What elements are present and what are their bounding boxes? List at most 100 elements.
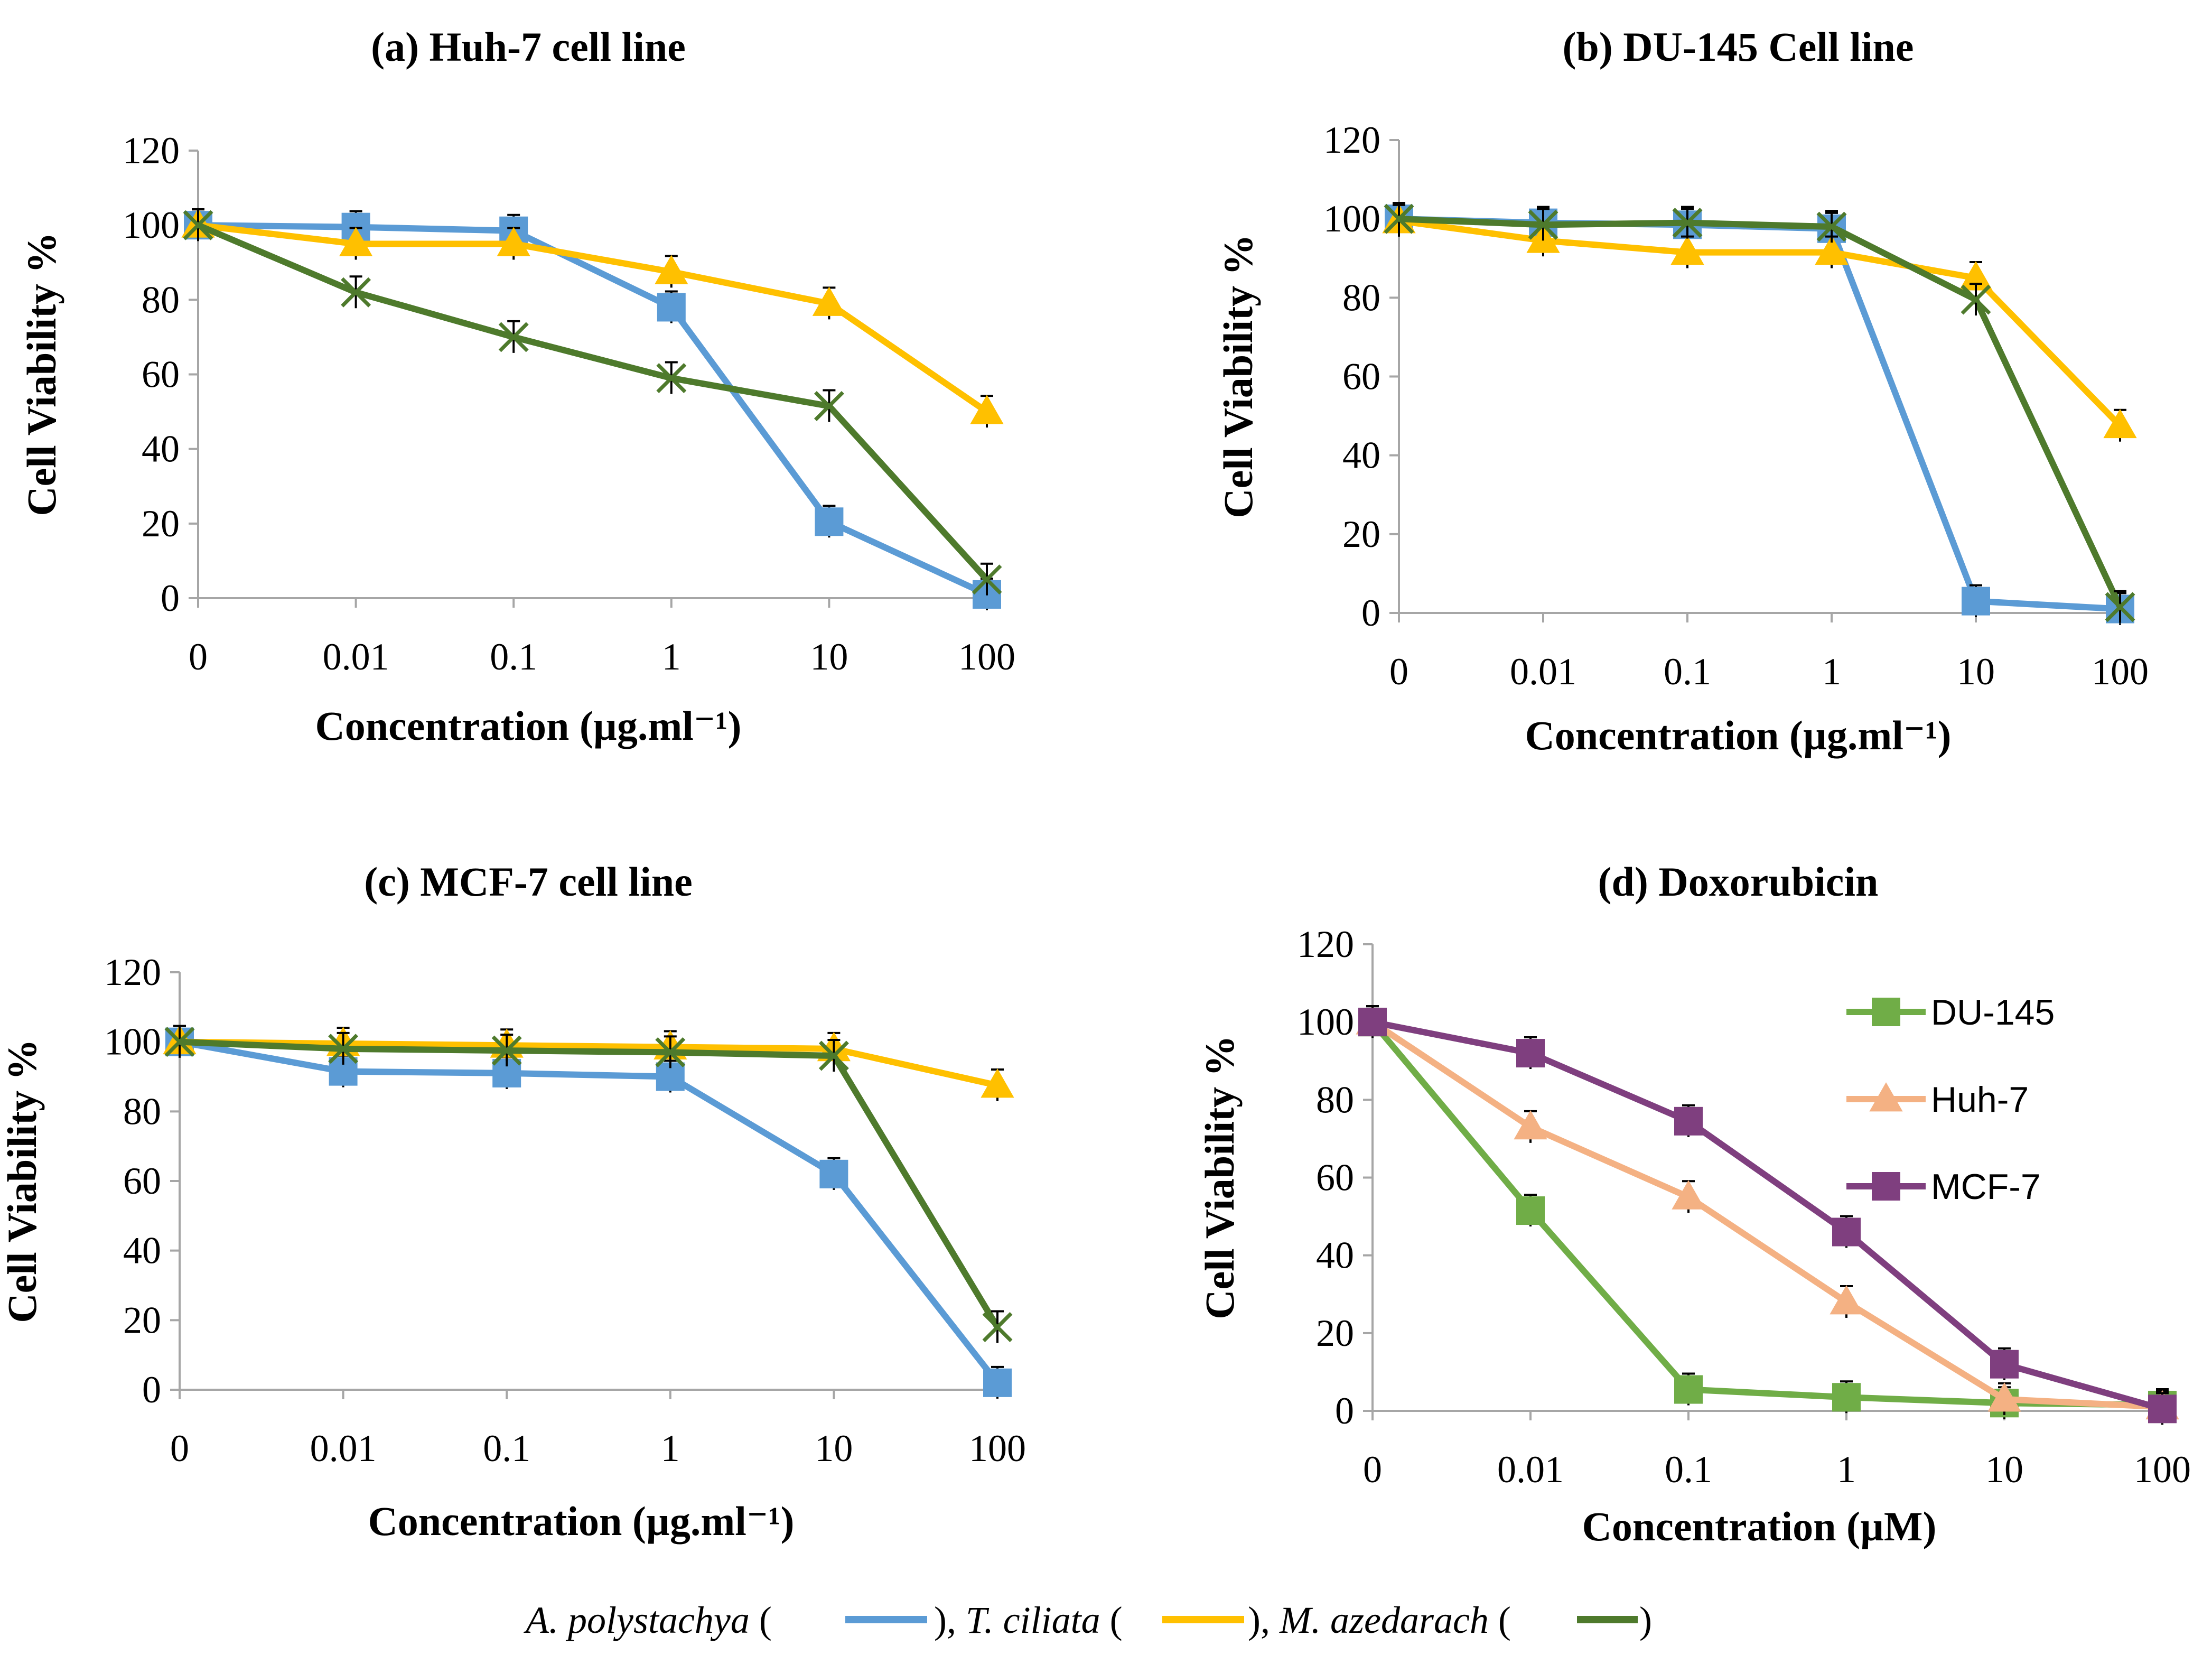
- series-t-ciliata: [181, 208, 1004, 428]
- series-m-azedarach: [183, 208, 1002, 596]
- series-line: [1398, 217, 2123, 428]
- chart-panel-1: (a) Huh-7 cell line 0 20 40 60 80 100 120 0 0.01 0…: [18, 24, 1015, 749]
- y-tick-label: 20: [123, 1299, 161, 1341]
- y-tick-label: 40: [1316, 1234, 1354, 1277]
- y-tick-label: 80: [1316, 1078, 1354, 1121]
- chart-title: (b) DU-145 Cell line: [1562, 24, 1914, 70]
- y-tick-label: 40: [1342, 434, 1380, 477]
- y-tick-label: 60: [142, 354, 180, 396]
- data-point: [1816, 211, 1847, 242]
- y-tick-label: 120: [123, 129, 180, 172]
- svg-text:), T. ciliata (: ), T. ciliata (: [934, 1599, 1123, 1641]
- series-line: [197, 222, 990, 582]
- y-tick-label: 0: [1335, 1390, 1354, 1432]
- data-point: [1674, 1107, 1703, 1136]
- x-tick-label: 0.1: [483, 1427, 530, 1470]
- data-point-stroke-b: [328, 1034, 359, 1064]
- chart-panel-2: (b) DU-145 Cell line 0 20 40 60 80 100 120 0 0.01…: [1215, 24, 2149, 758]
- series-m-azedarach: [1384, 202, 2135, 623]
- data-point: [818, 1040, 849, 1071]
- x-tick-label: 1: [1822, 650, 1841, 693]
- caption-sep-t: ),: [1248, 1599, 1280, 1641]
- legend-label: DU-145: [1931, 992, 2055, 1033]
- data-point: [1672, 1180, 1705, 1210]
- caption-open-paren-t: (: [1100, 1599, 1123, 1641]
- legend-label: MCF-7: [1931, 1167, 2041, 1207]
- series-line: [1370, 1019, 2163, 1410]
- data-point: [981, 1068, 1014, 1098]
- data-point: [164, 1027, 195, 1057]
- chart-panel-4: (d) Doxorubicin 0 20 40 60 80 100 120 0 0.01 0.1 1 1…: [1197, 859, 2191, 1549]
- x-tick-label: 10: [1985, 1448, 2023, 1491]
- data-point: [1962, 587, 1990, 616]
- y-tick-label: 60: [1342, 356, 1380, 398]
- x-tick-label: 10: [815, 1427, 853, 1470]
- x-axis-title: Concentration (µg.ml⁻¹): [315, 703, 741, 749]
- data-point-stroke-b: [818, 1040, 849, 1071]
- data-point: [1990, 1350, 2019, 1379]
- data-point: [1832, 1217, 1861, 1247]
- data-point-stroke-b: [1384, 203, 1414, 234]
- data-point: [657, 293, 686, 322]
- y-tick-label: 80: [1342, 276, 1380, 319]
- series-line: [1370, 1020, 2163, 1408]
- data-point: [328, 1034, 359, 1064]
- series-line: [1371, 1019, 2163, 1412]
- series-du-145: [1358, 1005, 2177, 1421]
- series-mcf-7: [1358, 1005, 2177, 1425]
- data-point-stroke-b: [1672, 208, 1703, 238]
- legend-swatch-marker: [1869, 1082, 1903, 1112]
- caption-species-m: M. azedarach: [1279, 1599, 1489, 1641]
- data-point-stroke-b: [1961, 284, 1991, 315]
- data-point: [983, 1368, 1012, 1397]
- data-point: [814, 391, 844, 421]
- data-point: [972, 564, 1002, 595]
- y-tick-label: 100: [1297, 1001, 1354, 1043]
- data-point: [1516, 1039, 1545, 1068]
- y-tick-label: 40: [123, 1230, 161, 1272]
- caption-species-t: T. ciliata: [966, 1599, 1100, 1641]
- data-point-stroke-b: [814, 391, 844, 421]
- data-point: [1830, 1285, 1863, 1315]
- data-point: [970, 395, 1004, 424]
- data-point: [655, 1037, 686, 1067]
- y-tick-label: 100: [1323, 198, 1380, 240]
- y-tick-label: 100: [104, 1021, 161, 1063]
- x-tick-label: 0: [189, 636, 208, 678]
- series-line: [179, 1038, 1000, 1385]
- series-line: [1398, 216, 2123, 609]
- data-point: [491, 1035, 522, 1066]
- y-tick-label: 120: [104, 951, 161, 993]
- x-tick-label: 100: [958, 636, 1015, 678]
- x-tick-label: 0.01: [310, 1427, 377, 1470]
- data-point: [1815, 235, 1849, 265]
- data-point-stroke-b: [982, 1312, 1013, 1342]
- figure-caption: A. polystachya ( ), T. ciliata ( ), M. a…: [524, 1599, 1652, 1641]
- data-point: [1528, 209, 1558, 240]
- data-point-stroke-b: [164, 1027, 195, 1057]
- y-tick-label: 40: [142, 428, 180, 470]
- x-axis-title: Concentration (µg.ml⁻¹): [368, 1498, 794, 1544]
- data-point: [1672, 208, 1703, 238]
- data-point-stroke-b: [2105, 592, 2135, 622]
- x-tick-label: 0: [1363, 1448, 1382, 1491]
- data-point: [982, 1312, 1013, 1342]
- series-line: [198, 222, 988, 598]
- series-line: [179, 1038, 1001, 1329]
- x-tick-label: 0.01: [1497, 1448, 1564, 1491]
- caption-species-a: A. polystachya: [524, 1599, 750, 1641]
- y-axis-title: Cell Viability %: [18, 232, 64, 516]
- x-tick-label: 10: [1957, 650, 1995, 693]
- data-point: [1987, 1382, 2021, 1412]
- caption-open-paren-m: (: [1489, 1599, 1511, 1641]
- data-point: [2148, 1394, 2177, 1424]
- x-axis-title: Concentration (µg.ml⁻¹): [1525, 712, 1951, 758]
- data-point-stroke-b: [498, 322, 529, 352]
- data-point-stroke-b: [1528, 209, 1558, 240]
- series-huh-7: [1356, 1005, 2179, 1423]
- y-tick-label: 0: [161, 577, 180, 619]
- series-line: [179, 1038, 998, 1089]
- y-tick-label: 80: [123, 1090, 161, 1132]
- data-point: [2105, 592, 2135, 622]
